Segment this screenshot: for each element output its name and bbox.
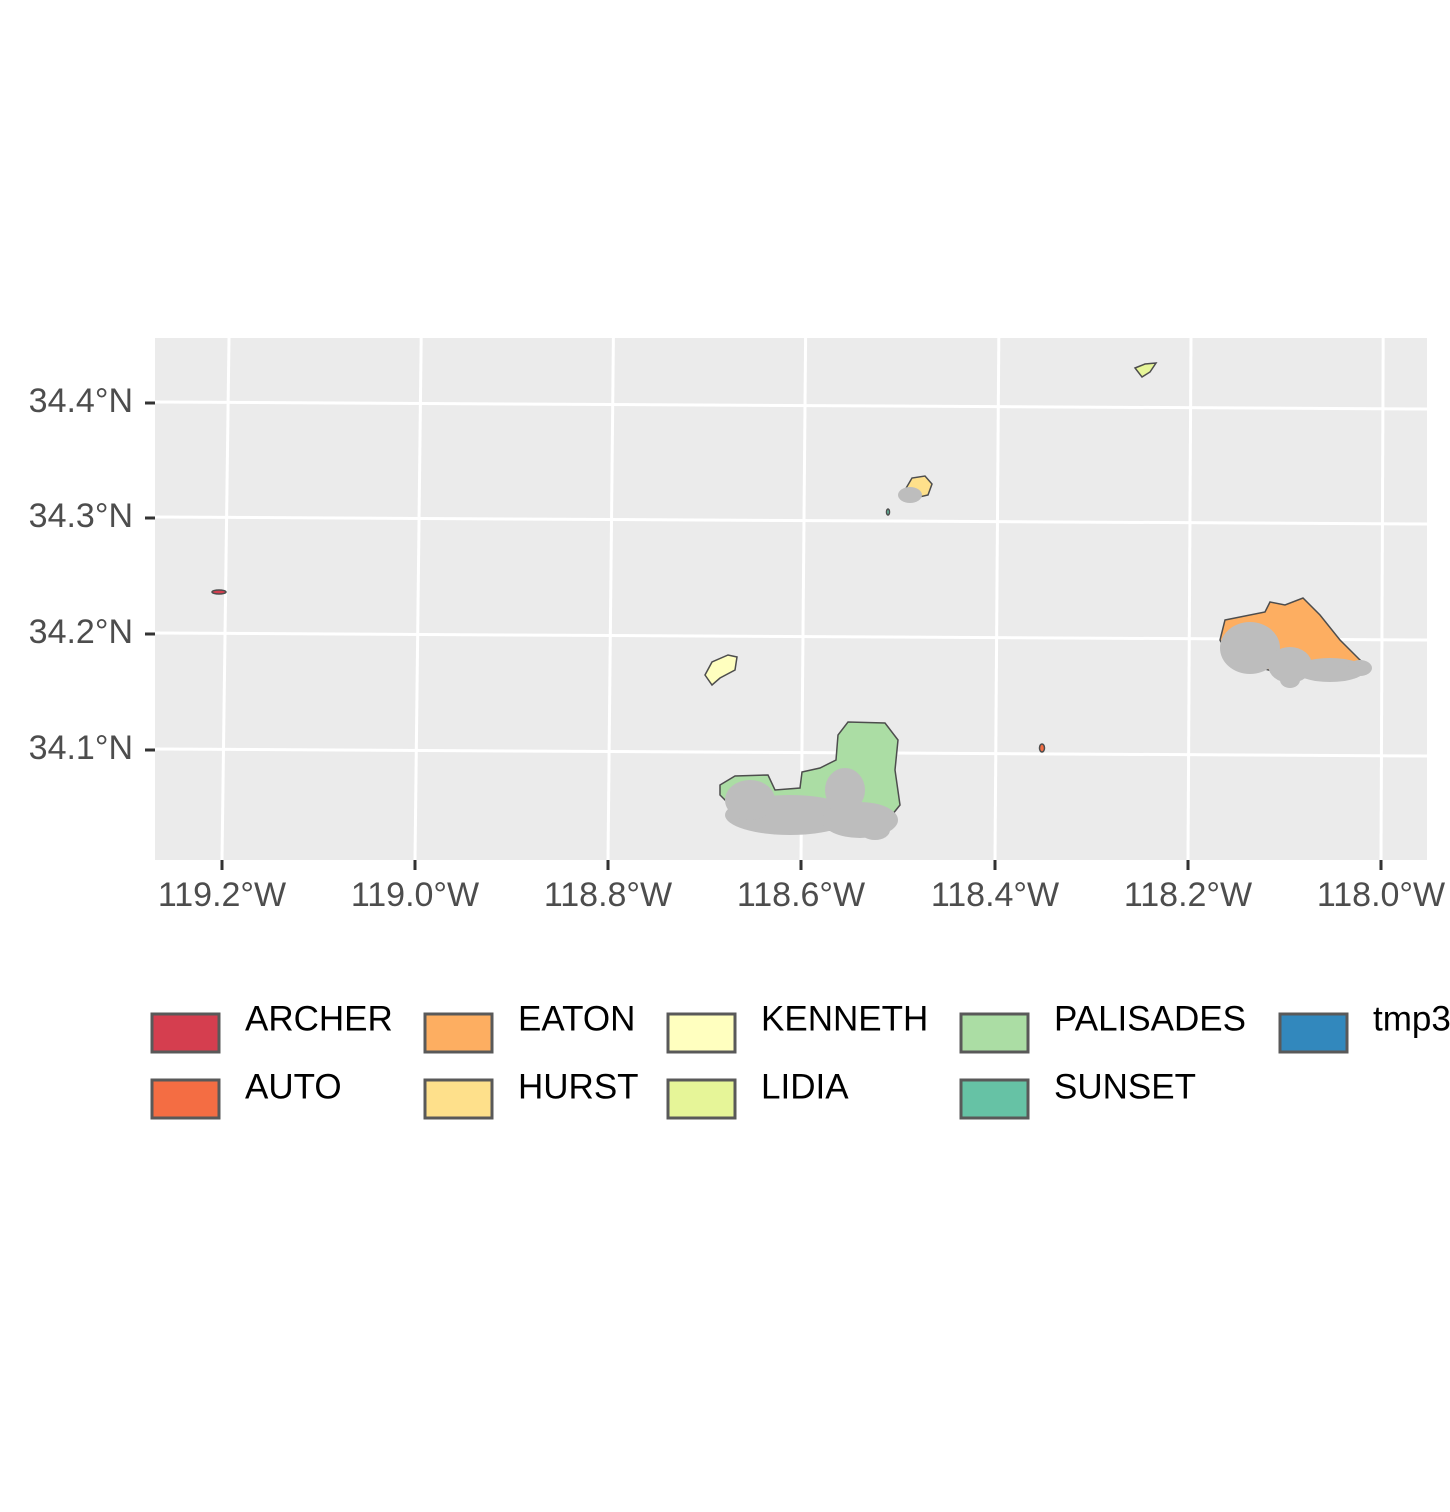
x-tick-label: 118.6°W — [737, 876, 865, 914]
x-tick-label: 118.4°W — [931, 876, 1059, 914]
legend-key — [666, 1012, 737, 1054]
y-tick-label: 34.3°N — [29, 497, 133, 535]
legend-key — [423, 1078, 494, 1120]
x-tick-label: 118.2°W — [1124, 876, 1252, 914]
legend-key — [423, 1012, 494, 1054]
grid-line — [220, 337, 231, 861]
burned-structures — [898, 487, 922, 503]
panel-background — [155, 338, 1427, 860]
grid-line — [154, 400, 1428, 411]
legend-label: SUNSET — [1054, 1067, 1196, 1106]
legend-label: ARCHER — [245, 999, 393, 1038]
grid-line — [154, 747, 1428, 758]
fire-perimeter — [1133, 362, 1158, 378]
legend: ARCHER AUTO EATON HURST KENNETH LIDIA PALISADE… — [150, 999, 1450, 1120]
legend-label: tmp3 — [1373, 999, 1450, 1038]
legend-key — [1278, 1012, 1349, 1054]
fire-perimeters — [211, 362, 1372, 840]
axes: 34.4°N 34.3°N 34.2°N 34.1°N 119.2°W 119.0°W 11… — [29, 382, 1445, 914]
grid-line — [606, 337, 615, 861]
grid-line — [993, 337, 1001, 861]
legend-label: PALISADES — [1054, 999, 1246, 1038]
legend-key — [666, 1078, 737, 1120]
legend-label: KENNETH — [761, 999, 928, 1038]
x-tick-label: 119.2°W — [158, 876, 286, 914]
legend-key — [150, 1078, 221, 1120]
legend-key — [959, 1078, 1030, 1120]
legend-label: AUTO — [245, 1067, 342, 1106]
legend-label: LIDIA — [761, 1067, 849, 1106]
x-tick-label: 118.0°W — [1317, 876, 1445, 914]
grid-line — [154, 631, 1428, 642]
grid-line — [413, 337, 423, 861]
grid-line — [154, 515, 1428, 526]
y-tick-label: 34.1°N — [29, 729, 133, 767]
burned-structures — [725, 768, 898, 840]
legend-label: EATON — [518, 999, 635, 1038]
fire-perimeter — [704, 654, 738, 687]
y-tick-label: 34.2°N — [29, 613, 133, 651]
burned-structures — [1220, 622, 1372, 688]
fire-perimeter — [1038, 743, 1046, 753]
x-tick-label: 119.0°W — [351, 876, 479, 914]
x-tick-label: 118.8°W — [544, 876, 672, 914]
legend-label: HURST — [518, 1067, 639, 1106]
legend-key — [150, 1012, 221, 1054]
fire-perimeter — [211, 589, 227, 595]
grid-line — [1379, 337, 1385, 861]
graticule — [154, 337, 1428, 861]
legend-key — [959, 1012, 1030, 1054]
y-tick-label: 34.4°N — [29, 382, 133, 420]
grid-line — [1186, 337, 1193, 861]
fire-perimeter — [885, 508, 891, 516]
